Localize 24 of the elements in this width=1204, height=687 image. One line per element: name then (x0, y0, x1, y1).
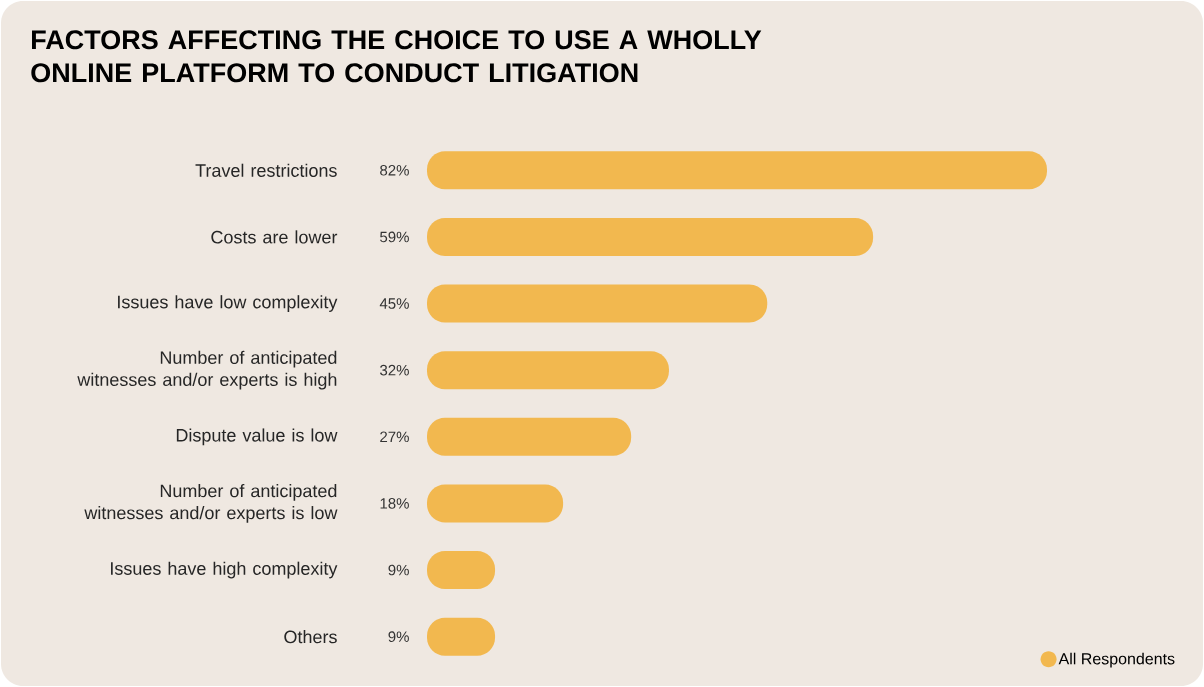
bar (427, 351, 669, 390)
data-label: 45% (379, 298, 409, 309)
y-tick-label: Issues have low complexity (118, 295, 338, 312)
data-label: 9% (388, 631, 409, 642)
y-tick-label: Dispute value is low (176, 428, 338, 446)
data-label: 59% (380, 231, 409, 243)
bar (427, 284, 768, 323)
data-label: 32% (380, 364, 409, 376)
bar (427, 217, 874, 256)
y-tick-label: Others (284, 630, 337, 644)
y-tick-label: Issues have high complexity (111, 561, 338, 579)
data-label: 18% (380, 498, 409, 509)
data-label: 82% (380, 165, 409, 176)
chart-title: FACTORS AFFECTING THE CHOICE TO USE A WHOLLY ONLINE PLATFORM TO CONDUCT LITIGATION (31, 30, 762, 83)
legend-label: All Respondents (1058, 652, 1175, 668)
y-tick-label: Costs are lower (211, 230, 338, 244)
data-label: 9% (388, 564, 409, 576)
y-tick-label: Travel restrictions (195, 163, 337, 177)
data-label: 27% (380, 431, 409, 443)
y-tick-label: Number of anticipated witnesses and/or experts is low (84, 484, 338, 523)
y-tick-label: Number of anticipated witnesses and/or experts is high (77, 350, 337, 390)
bar (427, 484, 564, 523)
bar (427, 417, 632, 456)
bar (427, 151, 1047, 190)
